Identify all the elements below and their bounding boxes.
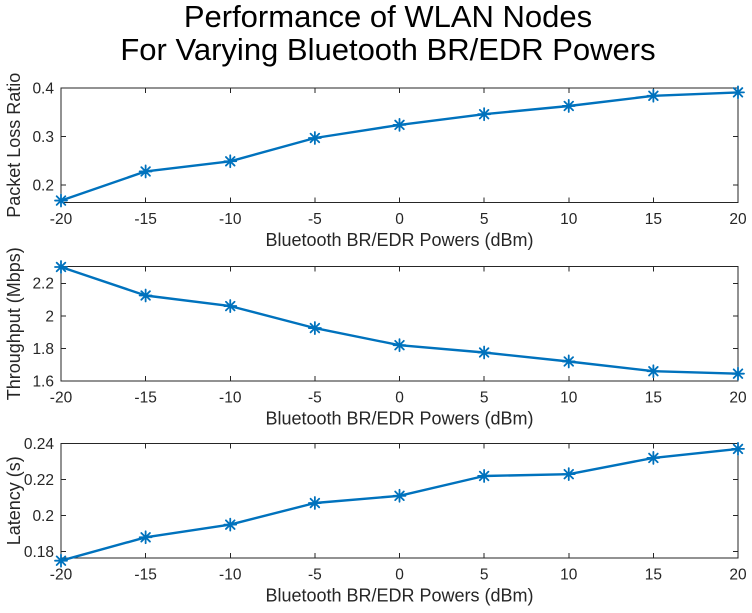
y-tick-label: 0.4 <box>32 80 54 97</box>
axes-box <box>60 443 739 559</box>
y-axis-label: Throughput (Mbps) <box>4 247 24 400</box>
data-point-markers <box>54 260 745 381</box>
x-tick-label: 0 <box>395 567 404 584</box>
x-tick-label: 5 <box>480 211 489 228</box>
tick-marks <box>60 87 739 203</box>
y-tick-label: 1.8 <box>32 341 54 358</box>
y-tick-label: 0.18 <box>24 544 54 561</box>
axes-box <box>60 266 739 382</box>
tick-marks <box>60 266 739 382</box>
x-tick-label: 20 <box>729 390 747 407</box>
x-tick-label: 20 <box>729 567 747 584</box>
x-tick-label: 15 <box>645 211 662 228</box>
x-tick-label: -5 <box>308 567 322 584</box>
x-tick-label: 10 <box>560 567 578 584</box>
x-tick-label: -10 <box>219 390 242 407</box>
x-tick-label: 10 <box>560 390 578 407</box>
y-tick-label: 0.3 <box>32 129 54 146</box>
x-tick-label: -20 <box>50 567 73 584</box>
figure-title: Performance of WLAN Nodes For Varying Bl… <box>12 0 752 67</box>
axes-box <box>60 87 739 203</box>
subplot-latency: -20 -15 -10 -5 0 5 10 15 20 0.18 0.2 0.22 0.24 Blueto… <box>4 436 747 606</box>
y-tick-label: 0.22 <box>24 472 54 489</box>
subplot-packet-loss-ratio: -20 -15 -10 -5 0 5 10 15 20 0.2 0.3 0.4 Bluetooth BR… <box>4 73 747 250</box>
data-line <box>60 447 739 562</box>
figure-title-line1: Performance of WLAN Nodes <box>183 0 593 34</box>
x-tick-label: 15 <box>645 390 662 407</box>
y-axis-label: Latency (s) <box>4 456 24 545</box>
x-tick-label: 5 <box>480 567 489 584</box>
x-axis-label: Bluetooth BR/EDR Powers (dBm) <box>265 230 533 250</box>
x-tick-label: 5 <box>480 390 489 407</box>
x-tick-label: -10 <box>219 567 242 584</box>
x-tick-label: 0 <box>395 390 404 407</box>
y-tick-label: 2.2 <box>32 276 54 293</box>
y-tick-label: 0.2 <box>32 508 54 525</box>
x-tick-label: -20 <box>50 390 73 407</box>
x-tick-label: -20 <box>50 211 73 228</box>
y-tick-label: 0.2 <box>32 177 54 194</box>
x-tick-label: -15 <box>134 211 156 228</box>
data-line <box>60 91 739 202</box>
figure-title-line2: For Varying Bluetooth BR/EDR Powers <box>120 31 656 67</box>
x-axis-label: Bluetooth BR/EDR Powers (dBm) <box>265 409 533 429</box>
y-tick-label: 2 <box>45 308 54 325</box>
x-tick-label: -10 <box>219 211 242 228</box>
y-axis-label: Packet Loss Ratio <box>4 73 24 218</box>
data-line <box>60 265 739 375</box>
y-tick-label: 1.6 <box>32 373 54 390</box>
subplot-throughput: -20 -15 -10 -5 0 5 10 15 20 1.6 1.8 2 2.2 Bluetooth B… <box>4 247 747 428</box>
y-tick-label: 0.24 <box>24 436 55 453</box>
x-tick-label: 15 <box>645 567 662 584</box>
x-tick-label: 10 <box>560 211 578 228</box>
x-tick-label: -15 <box>134 567 156 584</box>
x-tick-label: -5 <box>308 390 322 407</box>
data-point-markers <box>54 85 745 208</box>
x-axis-label: Bluetooth BR/EDR Powers (dBm) <box>265 586 533 606</box>
x-tick-label: 0 <box>395 211 404 228</box>
data-point-markers <box>54 442 745 568</box>
x-tick-label: -5 <box>308 211 322 228</box>
x-tick-label: -15 <box>134 390 156 407</box>
x-tick-label: 20 <box>729 211 747 228</box>
